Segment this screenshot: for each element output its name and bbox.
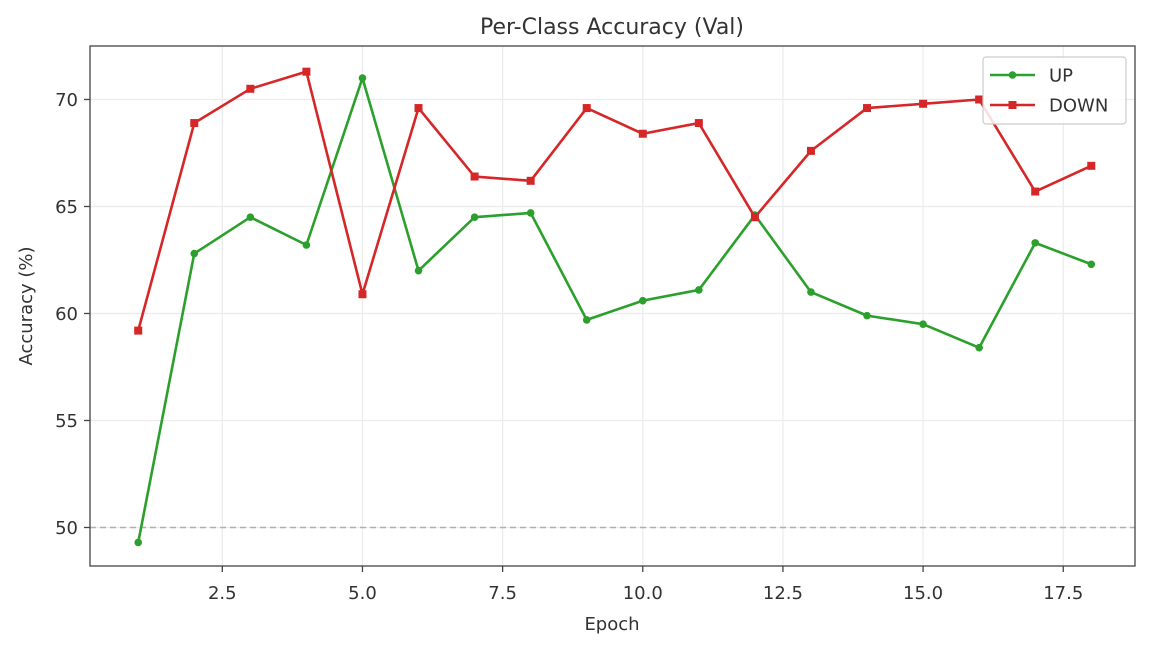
circle-marker (358, 74, 367, 82)
y-tick-label: 65 (55, 197, 78, 218)
circle-marker (919, 320, 927, 328)
x-axis-ticks: 2.5 5.0 7.5 10.0 12.5 15.0 17.5 (208, 566, 1083, 604)
x-tick-label: 15.0 (903, 583, 943, 604)
series-up (134, 74, 1096, 547)
circle-marker (526, 209, 535, 217)
circle-marker (638, 296, 647, 305)
square-marker (190, 119, 199, 128)
y-axis-label: Accuracy (%) (16, 246, 37, 365)
series-line (136, 76, 1092, 543)
square-marker (526, 176, 535, 185)
circle-marker (190, 249, 199, 258)
square-marker (414, 104, 423, 113)
x-tick-label: 12.5 (763, 583, 803, 604)
square-marker (246, 84, 255, 93)
square-marker (694, 119, 703, 128)
square-marker (863, 104, 872, 113)
y-tick-label: 50 (55, 518, 78, 539)
circle-marker (470, 213, 479, 221)
square-marker (358, 290, 367, 299)
square-marker-icon (1008, 101, 1017, 109)
legend-label: UP (1049, 66, 1073, 87)
circle-marker (246, 213, 255, 221)
circle-marker (134, 538, 143, 547)
x-tick-label: 17.5 (1043, 583, 1083, 604)
square-marker (582, 104, 591, 113)
circle-marker (414, 266, 423, 275)
square-marker (806, 146, 815, 155)
circle-marker (582, 316, 591, 324)
circle-marker (975, 343, 983, 352)
chart-title: Per-Class Accuracy (Val) (480, 15, 744, 40)
square-marker (470, 172, 479, 181)
x-axis-label: Epoch (584, 614, 639, 635)
circle-marker (695, 286, 703, 294)
circle-marker (1087, 260, 1096, 269)
y-tick-label: 55 (55, 411, 78, 432)
circle-marker (863, 311, 871, 320)
legend-item-down: DOWN (990, 96, 1108, 117)
circle-marker-icon (1008, 71, 1017, 79)
square-marker (638, 129, 647, 138)
circle-marker (807, 288, 815, 296)
y-tick-label: 70 (55, 90, 78, 111)
square-marker (1087, 161, 1096, 170)
series-down (134, 67, 1096, 335)
x-tick-label: 10.0 (623, 583, 663, 604)
square-marker (919, 99, 928, 108)
circle-marker (302, 241, 311, 249)
square-marker (134, 326, 143, 335)
legend-item-up: UP (990, 66, 1073, 87)
square-marker (1031, 187, 1040, 196)
y-axis-ticks: 50 55 60 65 70 (55, 90, 90, 539)
square-marker (302, 67, 311, 76)
square-marker (750, 213, 759, 222)
plot-area-frame (89, 45, 1136, 567)
legend: UP DOWN (982, 56, 1127, 125)
x-tick-label: 5.0 (348, 583, 377, 604)
x-tick-label: 2.5 (208, 583, 237, 604)
legend-label: DOWN (1049, 96, 1108, 117)
series-line (136, 70, 1092, 331)
y-tick-label: 60 (55, 304, 78, 325)
x-tick-label: 7.5 (488, 583, 517, 604)
grid-lines (90, 46, 1135, 566)
circle-marker (1031, 239, 1040, 247)
data-series (134, 67, 1096, 547)
square-marker (975, 95, 984, 104)
